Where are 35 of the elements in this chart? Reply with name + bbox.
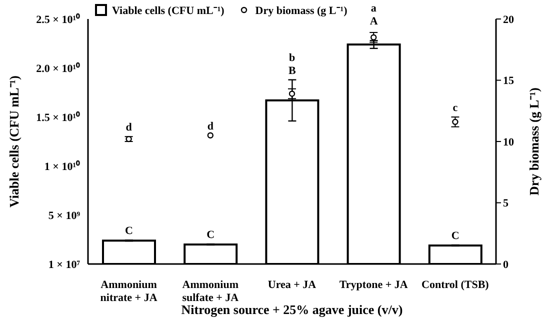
x-tick-label: Ammonium nitrate + JA [100,279,158,304]
data-label: d [126,122,132,134]
data-label: A [370,15,378,28]
data-label: C [451,230,460,242]
y-tick-label: 2.5 × 10¹⁰ [36,12,80,26]
y-tick-label: 5 × 10⁹ [48,210,81,222]
legend-label: Viable cells (CFU mL⁻¹) [112,4,224,17]
legend-label: Dry biomass (g L⁻¹) [255,4,348,17]
data-label: C [125,225,134,238]
x-tick-label: Tryptone + JA [339,279,408,291]
y-axis-title: Viable cells (CFU mL⁻¹) [6,76,22,208]
data-label: a [370,2,377,14]
data-label: B [288,64,297,77]
data-label: d [207,120,214,132]
point [452,118,458,125]
point [370,34,377,40]
y2-tick-label: 5 [503,198,509,210]
data-label: b [288,52,296,64]
data-label: c [452,102,458,114]
y-tick-label: 1 × 10⁷ [48,258,81,271]
x-tick-label: Ammonium sulfate + JA [182,279,239,304]
y-tick-label: 1 × 10¹⁰ [44,160,80,173]
y-tick-label: 1.5 × 10¹⁰ [36,110,80,124]
x-axis-title: Nitrogen source + 25% agave juice (v/v) [181,302,403,317]
point [207,132,214,138]
y-tick-label: 2.0 × 10¹⁰ [36,62,80,75]
x-tick-label: Control (TSB) [422,279,490,291]
data-label: C [206,229,215,241]
x-tick-label: Urea + JA [268,279,316,291]
y2-tick-label: 10 [503,136,514,148]
y2-tick-label: 0 [503,258,509,271]
point [288,90,296,97]
y2-tick-label: 20 [503,14,514,26]
y2-axis-title: Dry biomass (g L⁻¹) [526,88,542,196]
y2-tick-label: 15 [503,75,514,88]
